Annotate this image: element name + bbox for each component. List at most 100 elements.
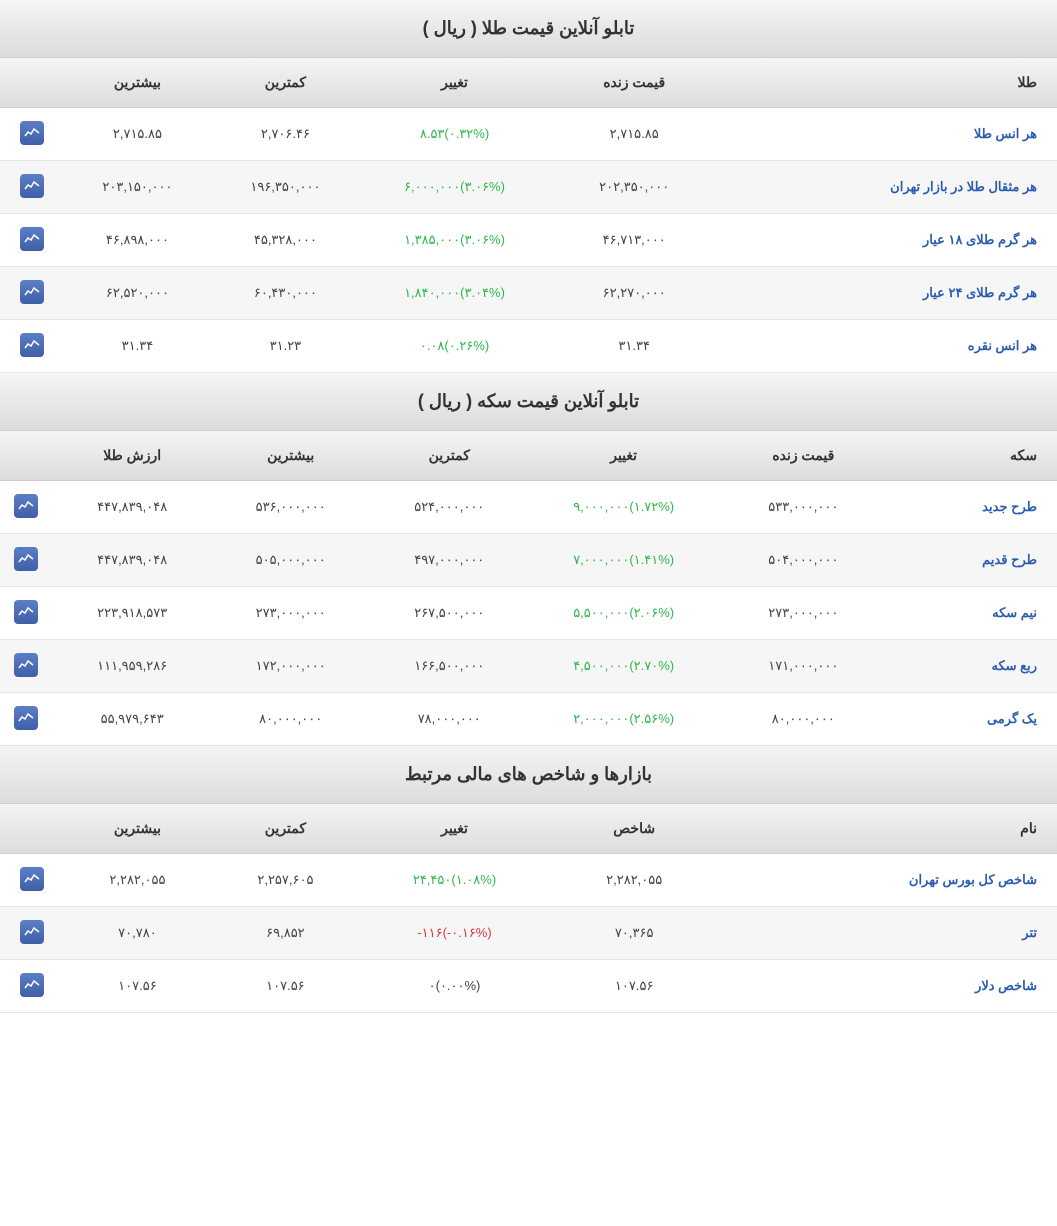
change-value: ۹,۰۰۰,۰۰۰	[573, 499, 629, 514]
col-high: بیشترین	[211, 431, 370, 481]
chart-icon[interactable]	[20, 227, 44, 251]
low-cell: ۴۵,۳۲۸,۰۰۰	[211, 214, 359, 267]
high-cell: ۱۷۲,۰۰۰,۰۰۰	[211, 640, 370, 693]
chart-icon[interactable]	[14, 600, 38, 624]
change-cell: ۷,۰۰۰,۰۰۰(۱.۴۱%)	[529, 534, 719, 587]
coin-table-header-row: سکه قیمت زنده تغییر کمترین بیشترین ارزش …	[0, 431, 1057, 481]
markets-section-title: بازارها و شاخص های مالی مرتبط	[0, 746, 1057, 804]
col-chart	[0, 431, 53, 481]
live-cell: ۸۰,۰۰۰,۰۰۰	[719, 693, 888, 746]
change-pct: (-۰.۱۶%)	[443, 925, 492, 940]
change-pct: (۰.۲۶%)	[444, 338, 489, 353]
chart-icon[interactable]	[20, 121, 44, 145]
name-cell: طرح جدید	[888, 481, 1057, 534]
col-low: کمترین	[211, 804, 359, 854]
name-cell: طرح قدیم	[888, 534, 1057, 587]
item-link[interactable]: شاخص دلار	[975, 978, 1037, 993]
live-cell: ۱۷۱,۰۰۰,۰۰۰	[719, 640, 888, 693]
col-change: تغییر	[359, 804, 549, 854]
low-cell: ۲,۲۵۷,۶۰۵	[211, 854, 359, 907]
live-cell: ۲۰۲,۳۵۰,۰۰۰	[550, 161, 719, 214]
item-link[interactable]: هر انس طلا	[974, 126, 1037, 141]
high-cell: ۲۰۳,۱۵۰,۰۰۰	[63, 161, 211, 214]
chart-icon[interactable]	[20, 280, 44, 304]
chart-cell	[0, 108, 63, 161]
table-row: شاخص کل بورس تهران۲,۲۸۲,۰۵۵۲۴,۴۵۰(۱.۰۸%)…	[0, 854, 1057, 907]
change-pct: (۱.۴۱%)	[629, 552, 674, 567]
item-link[interactable]: یک گرمی	[987, 711, 1037, 726]
item-link[interactable]: ربع سکه	[992, 658, 1037, 673]
change-value: ۵,۵۰۰,۰۰۰	[573, 605, 629, 620]
change-pct: (۱.۰۸%)	[451, 872, 496, 887]
change-cell: ۰(۰.۰۰%)	[359, 960, 549, 1013]
markets-table-header-row: نام شاخص تغییر کمترین بیشترین	[0, 804, 1057, 854]
change-pct: (۲.۷۰%)	[629, 658, 674, 673]
name-cell: یک گرمی	[888, 693, 1057, 746]
low-cell: ۳۱.۲۳	[211, 320, 359, 373]
table-row: هر انس نقره۳۱.۳۴۰.۰۸(۰.۲۶%)۳۱.۲۳۳۱.۳۴	[0, 320, 1057, 373]
name-cell: تتر	[719, 907, 1057, 960]
change-pct: (۳.۰۶%)	[460, 232, 505, 247]
change-cell: ۵,۵۰۰,۰۰۰(۲.۰۶%)	[529, 587, 719, 640]
chart-cell	[0, 587, 53, 640]
table-row: تتر۷۰,۳۶۵-۱۱۶(-۰.۱۶%)۶۹,۸۵۲۷۰,۷۸۰	[0, 907, 1057, 960]
change-value: ۲,۰۰۰,۰۰۰	[573, 711, 629, 726]
change-pct: (۲.۰۶%)	[629, 605, 674, 620]
live-cell: ۵۳۳,۰۰۰,۰۰۰	[719, 481, 888, 534]
item-link[interactable]: هر گرم طلای ۲۴ عیار	[923, 285, 1037, 300]
change-cell: ۸.۵۳(۰.۳۲%)	[359, 108, 549, 161]
chart-icon[interactable]	[14, 547, 38, 571]
low-cell: ۵۲۴,۰۰۰,۰۰۰	[370, 481, 529, 534]
col-high: بیشترین	[63, 58, 211, 108]
low-cell: ۱۶۶,۵۰۰,۰۰۰	[370, 640, 529, 693]
col-chart	[0, 58, 63, 108]
high-cell: ۲۷۳,۰۰۰,۰۰۰	[211, 587, 370, 640]
chart-cell	[0, 907, 63, 960]
item-link[interactable]: شاخص کل بورس تهران	[909, 872, 1037, 887]
high-cell: ۴۶,۸۹۸,۰۰۰	[63, 214, 211, 267]
change-value: ۱,۳۸۵,۰۰۰	[404, 232, 460, 247]
chart-cell	[0, 267, 63, 320]
chart-icon[interactable]	[14, 494, 38, 518]
chart-cell	[0, 534, 53, 587]
name-cell: ربع سکه	[888, 640, 1057, 693]
chart-icon[interactable]	[20, 867, 44, 891]
chart-icon[interactable]	[14, 653, 38, 677]
item-link[interactable]: طرح قدیم	[982, 552, 1037, 567]
gold-value-cell: ۴۴۷,۸۳۹,۰۴۸	[53, 481, 212, 534]
chart-icon[interactable]	[20, 333, 44, 357]
change-cell: ۱,۳۸۵,۰۰۰(۳.۰۶%)	[359, 214, 549, 267]
change-value: ۷,۰۰۰,۰۰۰	[573, 552, 629, 567]
change-pct: (۰.۰۰%)	[436, 978, 481, 993]
gold-price-table: طلا قیمت زنده تغییر کمترین بیشترین هر ان…	[0, 58, 1057, 373]
item-link[interactable]: هر مثقال طلا در بازار تهران	[890, 179, 1037, 194]
item-link[interactable]: هر انس نقره	[968, 338, 1037, 353]
high-cell: ۵۳۶,۰۰۰,۰۰۰	[211, 481, 370, 534]
chart-icon[interactable]	[14, 706, 38, 730]
change-value: -۱۱۶	[417, 925, 442, 940]
item-link[interactable]: طرح جدید	[982, 499, 1037, 514]
chart-icon[interactable]	[20, 174, 44, 198]
col-change: تغییر	[359, 58, 549, 108]
col-chart	[0, 804, 63, 854]
chart-icon[interactable]	[20, 973, 44, 997]
high-cell: ۱۰۷.۵۶	[63, 960, 211, 1013]
change-cell: ۹,۰۰۰,۰۰۰(۱.۷۲%)	[529, 481, 719, 534]
live-cell: ۲,۷۱۵.۸۵	[550, 108, 719, 161]
col-gold-value: ارزش طلا	[53, 431, 212, 481]
chart-cell	[0, 693, 53, 746]
chart-icon[interactable]	[20, 920, 44, 944]
gold-value-cell: ۴۴۷,۸۳۹,۰۴۸	[53, 534, 212, 587]
col-low: کمترین	[370, 431, 529, 481]
item-link[interactable]: تتر	[1022, 925, 1037, 940]
change-pct: (۲.۵۶%)	[629, 711, 674, 726]
change-value: ۴,۵۰۰,۰۰۰	[573, 658, 629, 673]
high-cell: ۶۲,۵۲۰,۰۰۰	[63, 267, 211, 320]
change-pct: (۳.۰۶%)	[460, 179, 505, 194]
item-link[interactable]: نیم سکه	[992, 605, 1037, 620]
col-index: شاخص	[550, 804, 719, 854]
change-pct: (۰.۳۲%)	[444, 126, 489, 141]
col-high: بیشترین	[63, 804, 211, 854]
gold-value-cell: ۲۲۳,۹۱۸,۵۷۳	[53, 587, 212, 640]
item-link[interactable]: هر گرم طلای ۱۸ عیار	[923, 232, 1037, 247]
